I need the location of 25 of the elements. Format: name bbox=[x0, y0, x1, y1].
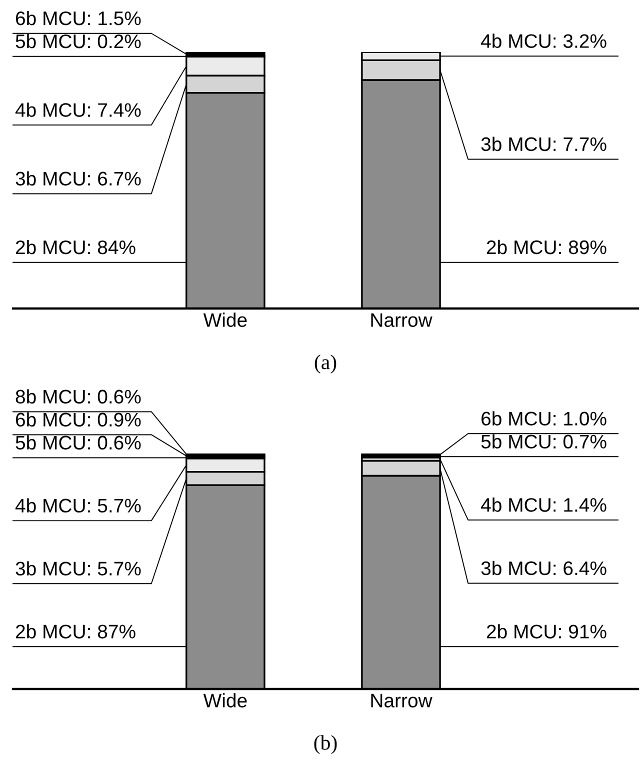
data-label: 3b MCU: 5.7% bbox=[16, 561, 141, 576]
data-label: 2b MCU: 87% bbox=[16, 624, 136, 638]
text: (a) bbox=[314, 354, 336, 374]
x-tick-label: Wide bbox=[203, 312, 247, 327]
data-label: 4b MCU: 7.4% bbox=[15, 102, 141, 117]
text: (b) bbox=[314, 735, 337, 754]
x-tick-label: Narrow bbox=[371, 694, 432, 708]
data-label: 3b MCU: 7.7% bbox=[481, 136, 606, 152]
x-tick-label: Wide bbox=[203, 693, 247, 708]
data-label: 6b MCU: 1.5% bbox=[16, 10, 141, 26]
data-label: 5b MCU: 0.7% bbox=[481, 434, 606, 449]
data-label: 2b MCU: 89% bbox=[486, 240, 606, 254]
data-label: 6b MCU: 0.9% bbox=[16, 412, 141, 427]
data-label: 3b MCU: 6.7% bbox=[16, 171, 141, 186]
data-label: 6b MCU: 1.0% bbox=[482, 411, 606, 426]
data-label: 2b MCU: 84% bbox=[16, 240, 136, 254]
data-label: 3b MCU: 6.4% bbox=[481, 560, 606, 576]
data-label: 2b MCU: 91% bbox=[486, 624, 606, 638]
data-label: 5b MCU: 0.6% bbox=[16, 435, 141, 450]
x-tick-label: Narrow bbox=[371, 313, 432, 327]
data-label: 8b MCU: 0.6% bbox=[16, 389, 141, 404]
data-label: 5b MCU: 0.2% bbox=[16, 34, 141, 48]
data-label: 4b MCU: 5.7% bbox=[15, 498, 141, 513]
data-label: 4b MCU: 3.2% bbox=[481, 34, 606, 48]
data-label: 4b MCU: 1.4% bbox=[481, 498, 606, 512]
